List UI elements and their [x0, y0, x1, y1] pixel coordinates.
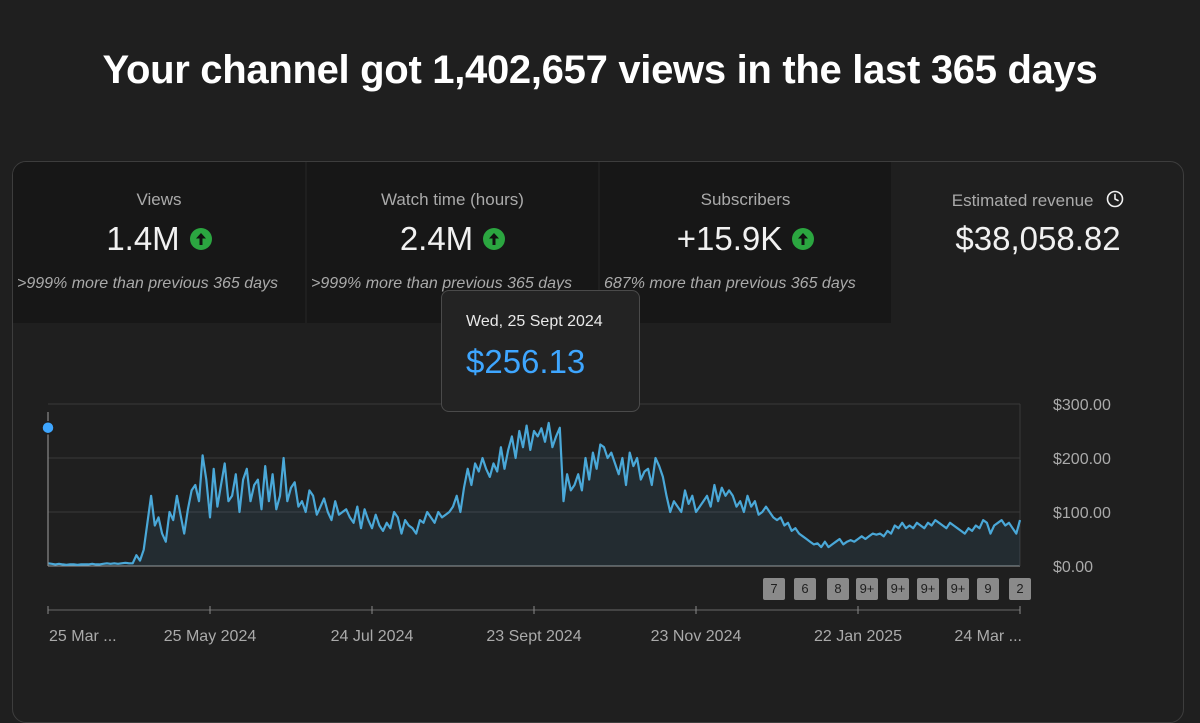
series-line — [47, 421, 1022, 566]
metric-delta: 687% more than previous 365 days — [604, 275, 856, 292]
annotation-badge[interactable]: 7 — [763, 578, 785, 600]
metric-value-row: 1.4M — [13, 220, 305, 258]
metric-estimated-revenue[interactable]: Estimated revenue $38,058.82 — [893, 162, 1183, 323]
metric-value-row: +15.9K — [600, 220, 891, 258]
annotation-badge[interactable]: 9+ — [947, 578, 969, 600]
arrow-up-icon — [483, 228, 506, 250]
metric-value-row: 2.4M — [307, 220, 598, 258]
metric-value: $38,058.82 — [955, 220, 1121, 257]
x-tick-label: 24 Mar ... — [954, 628, 1022, 645]
metric-label: Subscribers — [700, 190, 791, 209]
metric-value: 2.4M — [399, 220, 474, 257]
annotation-badge[interactable]: 6 — [794, 578, 816, 600]
y-tick-label: $0.00 — [1053, 559, 1093, 576]
metric-label-row: Estimated revenue — [893, 190, 1183, 213]
metric-delta: >999% more than previous 365 days — [17, 275, 279, 292]
series-area — [48, 422, 1020, 566]
y-tick-label: $300.00 — [1053, 397, 1111, 414]
highlight-point — [41, 420, 55, 435]
annotation-badge[interactable]: 8 — [827, 578, 849, 600]
annotation-badge[interactable]: 9 — [977, 578, 999, 600]
annotation-badge[interactable]: 9+ — [887, 578, 909, 600]
metric-subscribers[interactable]: Subscribers +15.9K 687% more than previo… — [600, 162, 891, 323]
annotation-badge[interactable]: 2 — [1009, 578, 1031, 600]
x-tick-label: 22 Jan 2025 — [814, 628, 902, 645]
tooltip-date: Wed, 25 Sept 2024 — [466, 313, 603, 330]
metric-delta: >999% more than previous 365 days — [311, 275, 573, 292]
revenue-chart[interactable]: $0.00 $100.00 $200.00 $300.00 25 Mar ... 25 M… — [0, 0, 1200, 693]
x-tick-label: 23 Sept 2024 — [486, 628, 581, 645]
page-headline: Your channel got 1,402,657 views in the … — [102, 48, 1098, 92]
tooltip-value: $256.13 — [466, 343, 586, 380]
y-tick-label: $200.00 — [1053, 451, 1111, 468]
x-tick-label: 25 Mar ... — [49, 628, 117, 645]
arrow-up-icon — [792, 228, 815, 250]
x-tick-label: 24 Jul 2024 — [331, 628, 414, 645]
metric-value: +15.9K — [676, 220, 783, 257]
metric-value-row: $38,058.82 — [893, 220, 1183, 258]
metric-views[interactable]: Views 1.4M >999% more than previous 365 … — [13, 162, 305, 323]
metric-label: Watch time (hours) — [381, 190, 524, 209]
clock-icon[interactable] — [1106, 190, 1124, 213]
metric-value: 1.4M — [106, 220, 180, 257]
metric-label: Estimated revenue — [951, 190, 1094, 210]
arrow-up-icon — [189, 228, 212, 250]
x-tick-label: 23 Nov 2024 — [651, 628, 742, 645]
annotation-badge[interactable]: 9+ — [917, 578, 939, 600]
analytics-card: Views 1.4M >999% more than previous 365 … — [12, 161, 1184, 723]
chart-tooltip: Wed, 25 Sept 2024 $256.13 — [441, 290, 640, 412]
y-tick-label: $100.00 — [1053, 505, 1111, 522]
metric-label: Views — [136, 190, 182, 209]
annotation-badge[interactable]: 9+ — [856, 578, 878, 600]
x-tick-label: 25 May 2024 — [164, 628, 257, 645]
